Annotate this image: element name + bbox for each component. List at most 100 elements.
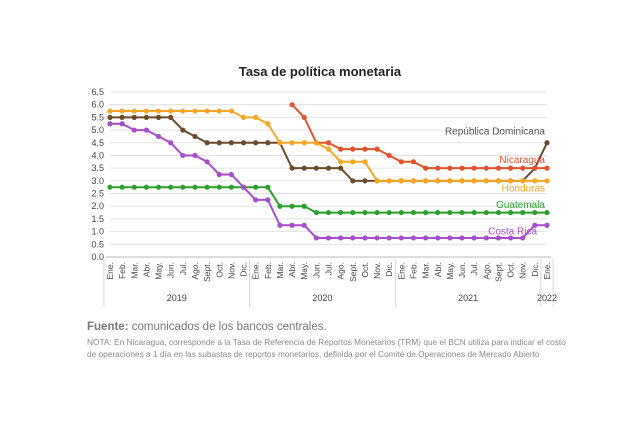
- data-point: [495, 209, 502, 216]
- data-point: [435, 235, 441, 241]
- x-tick-label: Ago.: [190, 262, 200, 280]
- year-label: 2020: [312, 293, 332, 303]
- data-point: [107, 114, 113, 120]
- data-point: [216, 108, 222, 114]
- data-point: [155, 108, 162, 114]
- x-tick-label: Jul.: [324, 262, 334, 275]
- data-point: [325, 235, 332, 241]
- x-tick-label: Ago.: [481, 262, 491, 280]
- y-tick-label: 2.0: [91, 201, 104, 211]
- year-label: 2022: [537, 293, 557, 303]
- data-point: [447, 165, 453, 171]
- data-point: [362, 159, 368, 165]
- series-label: Honduras: [502, 183, 545, 194]
- data-point: [228, 184, 234, 190]
- data-point: [471, 165, 477, 171]
- data-point: [386, 178, 392, 184]
- policy-rate-chart: Tasa de política monetaria 0.0 0.5 1.0 1.5 2…: [91, 64, 557, 307]
- y-tick-label: 6.0: [91, 100, 104, 110]
- data-point: [386, 235, 392, 241]
- data-point: [119, 121, 125, 127]
- data-point: [495, 235, 502, 241]
- data-point: [544, 165, 550, 171]
- data-point: [180, 108, 186, 114]
- y-tick-label: 1.0: [91, 227, 104, 237]
- x-tick-label: Oct.: [214, 262, 224, 278]
- series-label: Guatemala: [496, 200, 545, 211]
- data-point: [131, 127, 137, 133]
- data-point: [532, 222, 538, 228]
- data-point: [119, 114, 125, 120]
- x-tick-label: Ene.: [105, 262, 115, 280]
- data-point: [471, 235, 477, 241]
- x-tick-label: Nov.: [518, 262, 528, 279]
- data-point: [362, 235, 368, 241]
- data-point: [301, 140, 307, 146]
- y-tick-label: 4.0: [91, 150, 104, 160]
- data-point: [143, 114, 150, 120]
- series-line: [291, 103, 547, 170]
- series-labels: República Dominicana Nicaragua Honduras Gua…: [445, 126, 545, 237]
- x-tick-label: Jun.: [457, 262, 467, 278]
- data-point: [350, 159, 356, 165]
- data-point: [398, 235, 404, 241]
- data-point: [131, 114, 137, 120]
- x-tick-label: Dic.: [530, 262, 540, 277]
- data-point: [253, 114, 259, 120]
- data-point: [398, 159, 404, 165]
- data-point: [143, 108, 150, 114]
- y-tick-label: 6.5: [91, 87, 104, 97]
- x-axis: Ene. Feb. Mar. Abr. May. Jun. Jul. Ago. Sept. Oct…: [103, 256, 557, 307]
- data-point: [520, 209, 526, 216]
- x-tick-label: Sept.: [348, 262, 358, 282]
- data-point: [374, 209, 380, 216]
- data-point: [180, 152, 186, 159]
- data-point: [192, 184, 198, 190]
- x-tick-label: Nov.: [372, 262, 382, 279]
- data-point: [204, 108, 210, 114]
- y-tick-label: 4.5: [91, 138, 104, 148]
- data-point: [155, 133, 162, 140]
- data-point: [483, 178, 489, 184]
- data-point: [265, 121, 271, 127]
- data-point: [143, 184, 150, 190]
- x-tick-label: Oct.: [360, 262, 370, 278]
- y-tick-label: 1.5: [91, 214, 104, 224]
- data-point: [325, 140, 332, 146]
- data-point: [289, 140, 295, 146]
- data-point: [374, 146, 380, 152]
- data-point: [507, 235, 514, 241]
- data-point: [313, 209, 319, 216]
- x-tick-label: Mar.: [129, 262, 139, 279]
- data-point: [204, 159, 210, 165]
- data-point: [301, 222, 307, 228]
- data-point: [204, 184, 210, 190]
- data-point: [410, 209, 417, 216]
- x-tick-label: Mar.: [275, 262, 285, 279]
- data-point: [471, 178, 477, 184]
- data-point: [350, 209, 356, 216]
- data-point: [301, 203, 307, 209]
- data-point: [338, 146, 344, 152]
- chart-footer: Fuente: comunicados de los bancos centra…: [87, 321, 567, 361]
- data-point: [338, 165, 344, 171]
- x-tick-label: Jul.: [178, 262, 188, 275]
- data-point: [483, 165, 489, 171]
- data-point: [471, 209, 477, 216]
- data-point: [168, 114, 174, 120]
- data-point: [107, 108, 113, 114]
- data-point: [301, 114, 307, 120]
- data-point: [216, 140, 222, 146]
- data-point: [240, 140, 247, 146]
- series-label: República Dominicana: [445, 126, 545, 137]
- data-point: [265, 140, 271, 146]
- x-tick-label: Ene.: [396, 262, 406, 280]
- data-point: [374, 235, 380, 241]
- source-text: comunicados de los bancos centrales.: [128, 321, 327, 333]
- data-point: [520, 178, 526, 184]
- x-tick-label: Sept.: [202, 262, 212, 282]
- data-point: [277, 222, 283, 228]
- data-point: [155, 114, 162, 120]
- data-point: [228, 171, 234, 178]
- x-tick-label: Oct.: [506, 262, 516, 278]
